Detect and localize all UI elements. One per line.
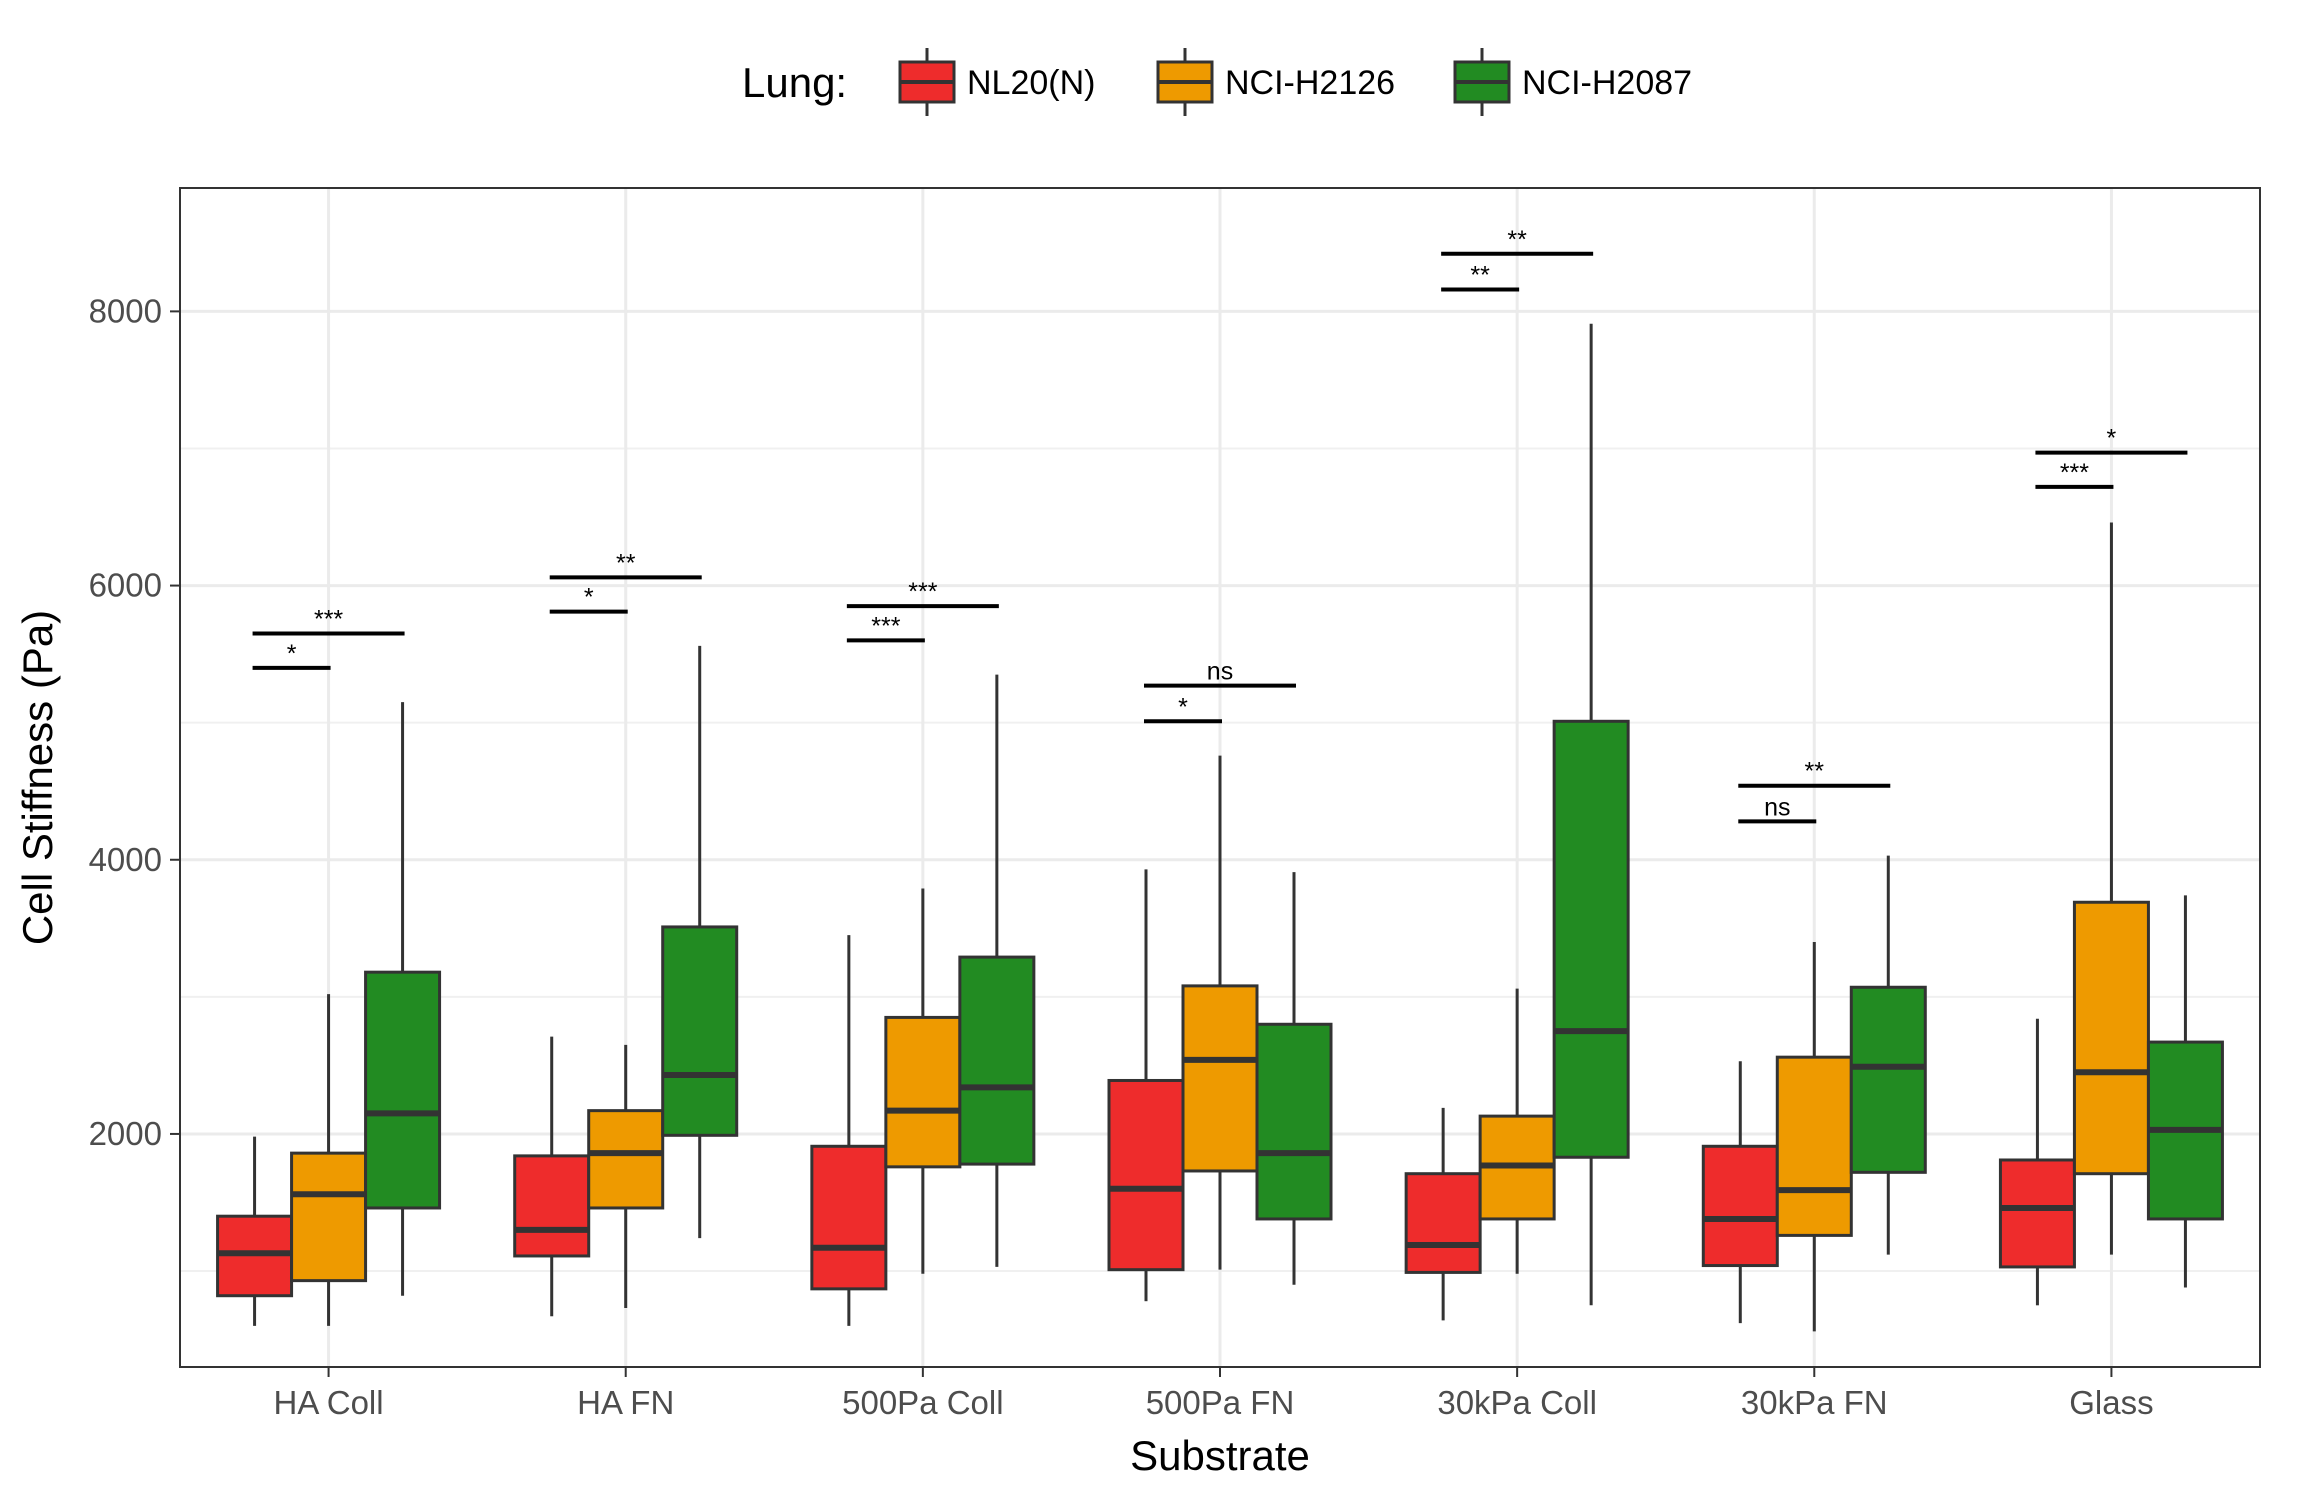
box-NCI-H2126-30kPa Coll <box>1478 988 1556 1274</box>
legend-label: NL20(N) <box>967 64 1095 102</box>
significance-label: ** <box>1470 261 1490 289</box>
significance-annotations: **************ns****ns****** <box>252 226 2188 824</box>
significance-label: ** <box>616 549 636 577</box>
box-NCI-H2087-30kPa FN <box>1849 855 1927 1255</box>
box-body <box>958 955 1036 1166</box>
box-NL20(N)-500Pa Coll <box>810 935 888 1326</box>
box-NL20(N)-Glass <box>1998 1018 2076 1306</box>
boxes <box>216 323 2224 1332</box>
box-NCI-H2126-HA FN <box>587 1044 665 1309</box>
significance-label: * <box>584 584 594 612</box>
x-tick-label: 30kPa FN <box>1741 1384 1888 1421</box>
x-tick-label: 500Pa FN <box>1146 1384 1295 1421</box>
legend: Lung: NL20(N) NCI-H2126 NCI-H2087 <box>742 48 1692 116</box>
significance-label: ** <box>1507 226 1527 254</box>
box-body <box>1255 1022 1333 1221</box>
significance-label: *** <box>871 612 900 640</box>
y-tick-label: 6000 <box>89 567 162 604</box>
box-body <box>1775 1055 1853 1237</box>
x-tick-label: Glass <box>2069 1384 2153 1421</box>
x-tick-label: 500Pa Coll <box>842 1384 1003 1421</box>
box-body <box>2072 900 2150 1176</box>
box-body <box>1849 985 1927 1174</box>
y-tick-label: 4000 <box>89 841 162 878</box>
box-body <box>661 925 739 1137</box>
box-body <box>1107 1078 1185 1272</box>
box-body <box>1181 984 1259 1173</box>
significance-label: * <box>287 640 297 668</box>
significance-label: ns <box>1764 793 1790 821</box>
significance-label: ns <box>1207 658 1233 686</box>
axes: 2000 4000 6000 8000 HA Coll HA FN 500Pa Coll 50… <box>89 292 2154 1421</box>
legend-item-NL20(N): NL20(N) <box>898 48 1095 116</box>
box-body <box>513 1154 591 1258</box>
y-tick-label: 8000 <box>89 292 162 329</box>
box-NCI-H2126-HA Coll <box>290 994 368 1326</box>
x-axis-title: Substrate <box>1130 1432 1310 1479</box>
box-NL20(N)-HA Coll <box>216 1136 294 1326</box>
legend-item-NCI-H2126: NCI-H2126 <box>1156 48 1395 116</box>
significance-label: ** <box>1805 758 1825 786</box>
x-tick-label: HA Coll <box>274 1384 384 1421</box>
box-body <box>810 1144 888 1291</box>
box-NL20(N)-500Pa FN <box>1107 869 1185 1302</box>
significance-label: * <box>1178 693 1188 721</box>
box-NCI-H2087-30kPa Coll <box>1552 323 1630 1306</box>
box-body <box>1701 1144 1779 1268</box>
legend-item-NCI-H2087: NCI-H2087 <box>1453 48 1692 116</box>
box-NCI-H2087-HA FN <box>661 645 739 1239</box>
box-body <box>1404 1172 1482 1274</box>
box-NCI-H2087-500Pa FN <box>1255 872 1333 1285</box>
significance-label: * <box>2107 425 2117 453</box>
box-body <box>1998 1158 2076 1269</box>
box-NCI-H2087-500Pa Coll <box>958 674 1036 1267</box>
y-tick-label: 2000 <box>89 1115 162 1152</box>
box-NL20(N)-30kPa Coll <box>1404 1107 1482 1321</box>
legend-title: Lung: <box>742 59 847 106</box>
y-axis-title: Cell Stiffness (Pa) <box>14 610 61 945</box>
legend-label: NCI-H2126 <box>1225 64 1395 102</box>
box-NCI-H2087-HA Coll <box>364 702 442 1296</box>
box-NCI-H2126-Glass <box>2072 522 2150 1255</box>
box-body <box>587 1109 665 1210</box>
box-body <box>290 1151 368 1283</box>
box-NCI-H2126-500Pa FN <box>1181 755 1259 1270</box>
box-body <box>364 970 442 1210</box>
box-NCI-H2087-Glass <box>2146 895 2224 1288</box>
significance-label: *** <box>2060 459 2089 487</box>
box-NCI-H2126-30kPa FN <box>1775 942 1853 1332</box>
x-tick-label: 30kPa Coll <box>1437 1384 1597 1421</box>
significance-label: *** <box>314 606 343 634</box>
legend-label: NCI-H2087 <box>1522 64 1692 102</box>
box-body <box>884 1015 962 1169</box>
significance-label: *** <box>908 578 937 606</box>
x-tick-label: HA FN <box>577 1384 674 1421</box>
box-body <box>1552 719 1630 1159</box>
